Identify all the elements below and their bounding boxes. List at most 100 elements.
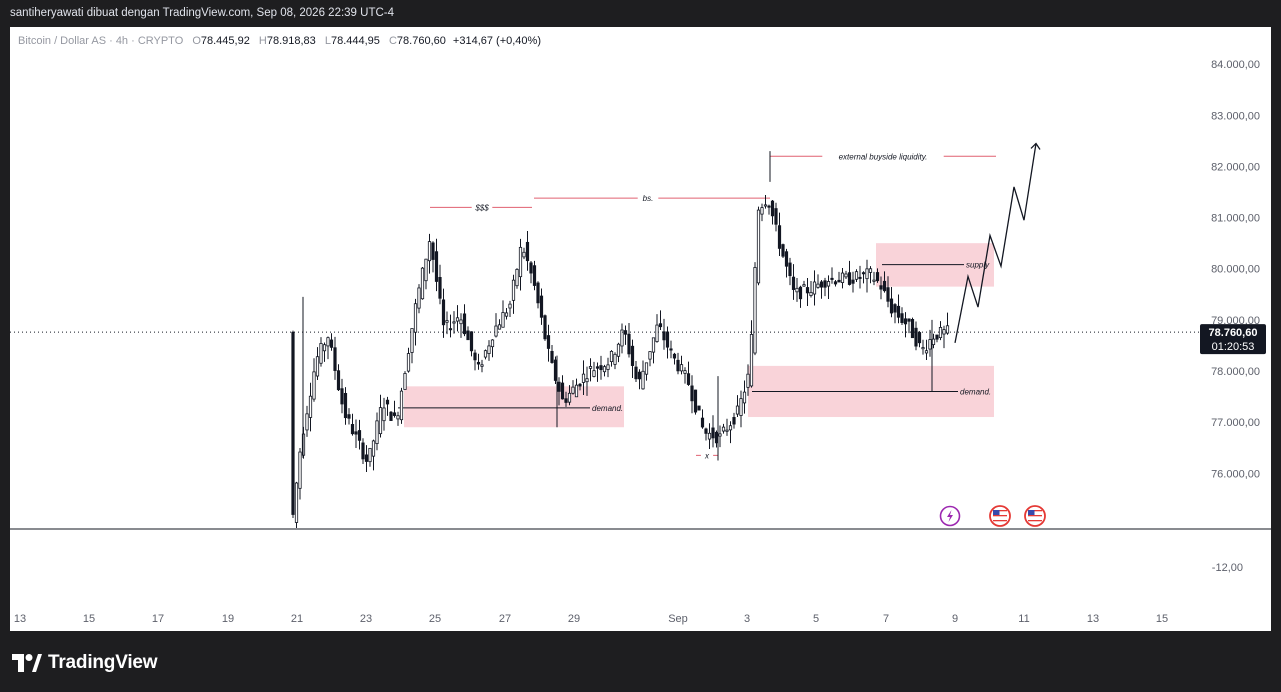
candle-body [704,428,708,434]
zone-label: demand. [960,387,991,396]
candle-body [648,351,652,360]
liquidity-label: $$$ [474,203,489,212]
candle-body [396,415,400,420]
candle-body [858,276,862,279]
liquidity-label: external buyside liquidity. [839,152,928,161]
symbol-name: Bitcoin / Dollar AS · 4h · CRYPTO [18,35,184,47]
candle-body [511,279,516,301]
candle-body [634,366,638,380]
us-flag-event-icon[interactable] [1024,505,1046,527]
candle-body [494,325,498,337]
candle-body [312,371,316,400]
candle-body [627,333,631,355]
candle-body [340,388,344,405]
candle-body [434,251,439,282]
candle-body [375,420,379,444]
x-tick-label: 7 [883,613,889,625]
candle-body [438,277,442,299]
candle-body [529,262,533,274]
tradingview-logo[interactable]: TradingView [12,652,158,674]
x-tick-label: 15 [1156,613,1168,625]
flag-canton [993,510,1000,515]
candle-body [655,324,659,342]
candle-body [504,312,509,317]
candle-body [399,390,404,421]
flag-stripe [993,512,1007,514]
candle-body [872,279,876,282]
flag-stripe [1028,512,1042,514]
candle-body [882,280,887,292]
footer-bar [0,631,1281,692]
candle-body [368,447,372,463]
lightning-bolt [947,510,953,522]
candle-body [392,412,397,416]
candle-body [557,381,561,392]
lightning-event-icon[interactable] [939,505,961,527]
candle-body [823,280,827,288]
candle-body [459,319,463,325]
zone-label: demand. [592,404,623,413]
x-tick-label: 27 [499,613,511,625]
x-tick-label: 11 [1018,613,1029,625]
candle-body [735,405,740,415]
candle-body [490,339,495,348]
y-tick-label: 76.000,00 [1211,468,1260,480]
x-tick-label: 23 [360,613,372,625]
us-flag-event-icon[interactable] [989,505,1011,527]
liquidity-label: x [704,451,710,460]
candle-body [466,330,470,341]
candle-body [508,303,512,309]
candle-body [357,430,362,441]
y-tick-label: 80.000,00 [1211,264,1260,276]
candle-body [308,395,313,418]
x-tick-label: 21 [291,613,303,625]
candle-body [700,417,705,428]
candle-body [350,424,355,435]
candle-body [322,344,327,352]
candle-body [403,373,407,390]
candle-body [539,295,544,318]
candle-body [921,347,925,350]
candle-body [788,262,792,277]
candle-body [581,373,586,383]
candle-body [830,277,834,280]
flag-stripe [993,520,1007,522]
candle-body [669,348,673,351]
last-price-text: 78.760,60 [1209,327,1258,339]
projection-path [954,143,1037,344]
candle-body [865,268,869,280]
low-label: L [324,35,331,47]
candle-body [679,364,684,372]
candle-body [746,373,750,388]
candle-body [795,287,799,293]
candle-body [714,431,719,444]
candle-body [630,345,635,366]
candle-body [886,287,890,302]
candles-layer [291,151,950,528]
event-icons-layer [939,505,1046,527]
candle-body [928,339,932,350]
candle-body [378,407,383,435]
x-tick-label: Sep [668,613,688,625]
candle-body [690,385,694,402]
candle-body [896,305,901,318]
candle-body [616,343,621,357]
candle-body [424,258,428,282]
candle-body [553,359,558,381]
candle-body [683,370,687,374]
candle-body [515,268,519,287]
attribution-text: santiheryawati dibuat dengan TradingView… [10,7,395,19]
candle-body [777,225,782,249]
flag-stripe [1028,515,1042,517]
chart-frame[interactable] [10,27,1271,631]
candle-body [476,361,481,365]
candle-body [924,350,929,354]
flag-stripe [1028,520,1042,522]
candle-body [651,337,656,353]
candle-body [942,329,946,335]
close-value: 78.760,60 [396,35,446,47]
axes-layer: 84.000,00 83.000,00 82.000,00 81.000,00 80.0… [10,59,1271,625]
candle-body [620,329,624,347]
candle-body [665,331,670,348]
